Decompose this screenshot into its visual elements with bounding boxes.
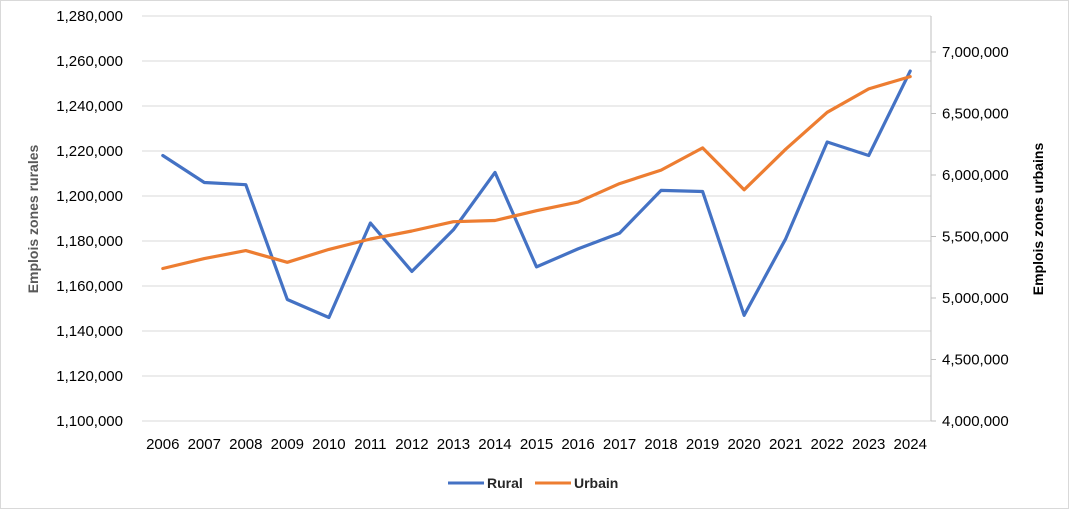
left-tick-label: 1,260,000 xyxy=(56,53,123,70)
legend: Rural Urbain xyxy=(448,475,618,491)
legend-label-rural: Rural xyxy=(487,475,523,491)
x-tick-label: 2008 xyxy=(229,436,262,453)
x-tick-label: 2007 xyxy=(188,436,221,453)
x-tick-label: 2024 xyxy=(894,436,927,453)
x-tick-label: 2011 xyxy=(354,436,386,453)
left-tick-label: 1,120,000 xyxy=(56,368,123,385)
x-tick-label: 2010 xyxy=(312,436,345,453)
right-tick-label: 5,000,000 xyxy=(942,290,1009,307)
left-tick-label: 1,240,000 xyxy=(56,98,123,115)
left-tick-label: 1,180,000 xyxy=(56,233,123,250)
gridlines xyxy=(142,15,931,377)
right-tick-label: 6,500,000 xyxy=(942,106,1009,123)
x-tick-label: 2022 xyxy=(810,436,843,453)
x-tick-label: 2014 xyxy=(478,436,511,453)
x-tick-label: 2023 xyxy=(852,436,885,453)
legend-label-urbain: Urbain xyxy=(574,475,618,491)
right-tick-label: 4,000,000 xyxy=(942,413,1009,430)
right-axis-title: Emplois zones urbains xyxy=(1030,143,1046,296)
series-line-urbain xyxy=(161,74,912,271)
right-tick-label: 7,000,000 xyxy=(942,44,1009,61)
x-tick-label: 2018 xyxy=(644,436,677,453)
x-tick-label: 2021 xyxy=(769,436,802,453)
x-tick-label: 2013 xyxy=(437,436,470,453)
left-axis-title: Emplois zones rurales xyxy=(25,144,41,293)
x-axis-ticks: 2006 2007 2008 2009 2010 2011 2012 2013 2014 2015… xyxy=(146,436,927,453)
x-tick-label: 2015 xyxy=(520,436,553,453)
x-tick-label: 2019 xyxy=(686,436,719,453)
left-tick-label: 1,220,000 xyxy=(56,143,123,160)
left-tick-label: 1,280,000 xyxy=(56,8,123,25)
left-tick-label: 1,160,000 xyxy=(56,278,123,295)
left-tick-label: 1,200,000 xyxy=(56,188,123,205)
x-tick-label: 2006 xyxy=(146,436,179,453)
series-line-rural xyxy=(161,69,912,320)
left-tick-label: 1,100,000 xyxy=(56,413,123,430)
right-tick-label: 4,500,000 xyxy=(942,352,1009,369)
x-tick-label: 2012 xyxy=(395,436,428,453)
right-axis-ticks: 4,000,000 4,500,000 5,000,000 5,500,000 6,00… xyxy=(931,44,1009,430)
x-tick-label: 2016 xyxy=(561,436,594,453)
series-lines xyxy=(161,69,912,320)
right-tick-label: 5,500,000 xyxy=(942,229,1009,246)
left-axis-ticks: 1,100,000 1,120,000 1,140,000 1,160,000 1,18… xyxy=(56,8,123,430)
x-tick-label: 2020 xyxy=(727,436,760,453)
x-tick-label: 2017 xyxy=(603,436,636,453)
left-tick-label: 1,140,000 xyxy=(56,323,123,340)
x-tick-label: 2009 xyxy=(271,436,304,453)
right-tick-label: 6,000,000 xyxy=(942,167,1009,184)
